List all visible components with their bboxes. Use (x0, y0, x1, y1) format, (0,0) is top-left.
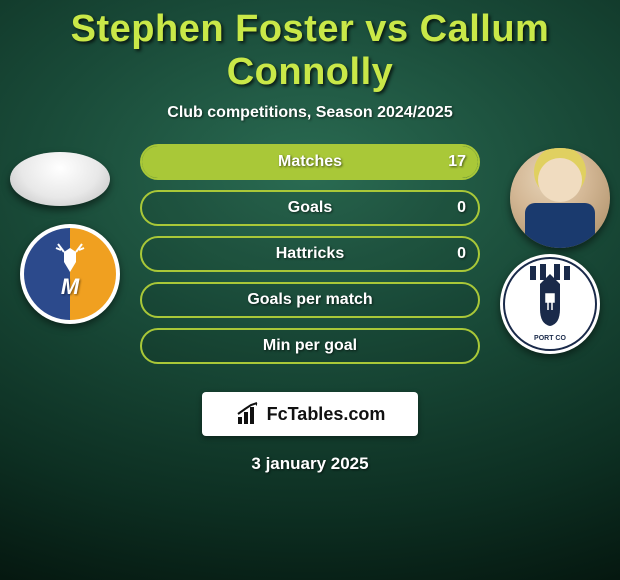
bar-value-right: 0 (445, 192, 478, 224)
date-label: 3 january 2025 (0, 454, 620, 474)
club-right-badge: PORT CO (500, 254, 600, 354)
bar-row: Goals per match (140, 282, 480, 318)
player-right-avatar (510, 148, 610, 248)
bar-value-right: 0 (445, 238, 478, 270)
fctables-logo: FcTables.com (202, 392, 418, 436)
bar-row: Min per goal (140, 328, 480, 364)
stag-icon (50, 238, 90, 278)
club-left-badge (20, 224, 120, 324)
subtitle: Club competitions, Season 2024/2025 (0, 104, 620, 122)
bar-label: Min per goal (142, 330, 478, 362)
player-left-avatar (10, 152, 110, 206)
bar-value-right: 17 (436, 146, 478, 178)
page-title: Stephen Foster vs Callum Connolly (0, 0, 620, 94)
bar-label: Matches (142, 146, 478, 178)
bar-label: Hattricks (142, 238, 478, 270)
bar-label: Goals per match (142, 284, 478, 316)
chart-icon (235, 401, 261, 427)
bar-label: Goals (142, 192, 478, 224)
comparison-bars: Matches17Goals0Hattricks0Goals per match… (140, 144, 480, 374)
svg-text:PORT CO: PORT CO (534, 335, 566, 342)
logo-text: FcTables.com (267, 404, 386, 425)
bar-row: Matches17 (140, 144, 480, 180)
bar-row: Goals0 (140, 190, 480, 226)
bar-row: Hattricks0 (140, 236, 480, 272)
stats-area: PORT CO Matches17Goals0Hattricks0Goals p… (0, 144, 620, 384)
